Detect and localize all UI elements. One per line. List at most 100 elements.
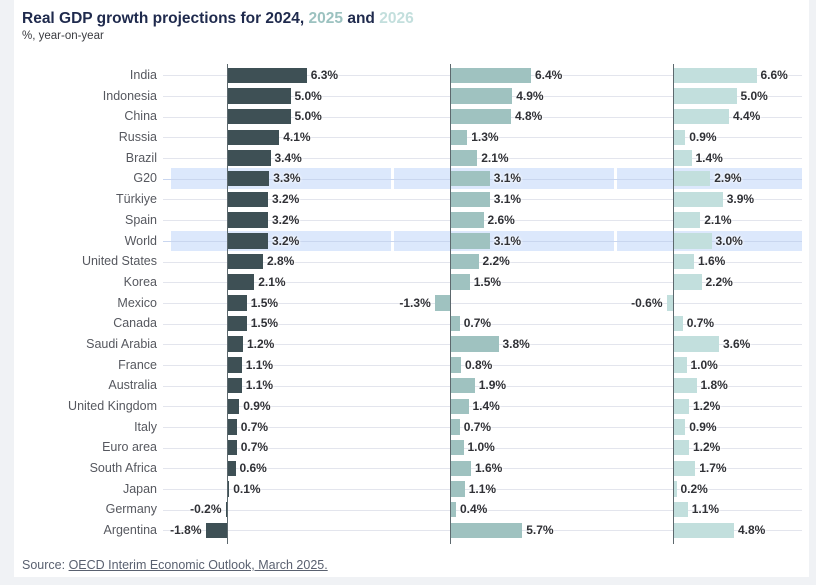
bar-2025-japan[interactable] — [451, 481, 465, 497]
gridline — [163, 364, 391, 366]
bar-2024-euro-area[interactable] — [228, 439, 237, 456]
bar-2024-south-africa[interactable] — [228, 460, 236, 477]
source-link[interactable]: OECD Interim Economic Outlook, March 202… — [68, 558, 328, 572]
bar-2024-g20[interactable] — [228, 170, 270, 187]
gridline — [609, 447, 802, 449]
bar-2026-korea[interactable] — [674, 274, 702, 290]
bar-2025-australia[interactable] — [451, 377, 475, 394]
bar-2024-australia[interactable] — [228, 377, 242, 394]
bar-2026-india[interactable] — [674, 67, 757, 83]
bar-2026-united-kingdom[interactable] — [674, 398, 689, 414]
chart-row: 6.3% — [163, 65, 391, 86]
bar-2024-germany[interactable] — [225, 501, 228, 518]
bar-2026-brazil[interactable] — [674, 150, 692, 166]
chart-row: 0.7% — [609, 313, 802, 334]
bar-2025-canada[interactable] — [451, 315, 460, 332]
chart-row: 3.4% — [163, 148, 391, 169]
gridline — [163, 427, 391, 429]
bar-2025-brazil[interactable] — [451, 150, 478, 166]
chart-row: 3.6% — [609, 334, 802, 355]
chart-row: 3.0% — [609, 230, 802, 252]
bar-2026-russia[interactable] — [674, 129, 686, 146]
bar-2024-india[interactable] — [228, 67, 307, 83]
bar-2024-korea[interactable] — [228, 274, 255, 290]
bar-2026-indonesia[interactable] — [674, 88, 737, 104]
value-label: 1.4% — [695, 150, 723, 165]
bar-2025-india[interactable] — [451, 67, 531, 83]
bar-2026-saudi-arabia[interactable] — [674, 336, 719, 352]
bar-2024-italy[interactable] — [228, 419, 237, 435]
bar-2024-brazil[interactable] — [228, 150, 271, 166]
bar-2024-united-kingdom[interactable] — [228, 398, 240, 414]
category-label: Saudi Arabia — [86, 336, 157, 351]
bar-2026-türkiye[interactable] — [674, 191, 723, 208]
value-label: 1.5% — [250, 295, 279, 310]
bar-2026-south-africa[interactable] — [674, 460, 696, 477]
chart-row: -1.3% — [386, 293, 614, 314]
bar-2026-g20[interactable] — [674, 170, 711, 187]
bar-2024-france[interactable] — [228, 357, 242, 373]
bar-2026-australia[interactable] — [674, 377, 697, 394]
bar-2026-canada[interactable] — [674, 315, 683, 332]
bar-2025-indonesia[interactable] — [451, 88, 513, 104]
bar-2026-spain[interactable] — [674, 212, 701, 228]
bar-2025-south-africa[interactable] — [451, 460, 471, 477]
bar-2024-türkiye[interactable] — [228, 191, 268, 208]
category-label: Mexico — [117, 295, 157, 310]
gridline — [163, 385, 391, 387]
bar-2025-saudi-arabia[interactable] — [451, 336, 499, 352]
gridline — [386, 178, 614, 180]
bar-2026-argentina[interactable] — [674, 522, 734, 539]
gridline — [386, 468, 614, 470]
bar-2024-spain[interactable] — [228, 212, 268, 228]
bar-2026-united-states[interactable] — [674, 253, 694, 270]
title-part-2026: 2026 — [379, 10, 414, 27]
chart-row: 0.9% — [163, 396, 391, 417]
bar-2026-france[interactable] — [674, 357, 687, 373]
bar-2025-france[interactable] — [451, 357, 461, 373]
bar-2024-united-states[interactable] — [228, 253, 263, 270]
bar-2026-mexico[interactable] — [666, 295, 674, 311]
bar-2025-germany[interactable] — [451, 501, 456, 518]
value-label: 3.9% — [726, 192, 755, 207]
bar-2025-euro-area[interactable] — [451, 439, 464, 456]
bar-2026-euro-area[interactable] — [674, 439, 689, 456]
chart-row: 6.4% — [386, 65, 614, 86]
bar-2025-mexico[interactable] — [434, 295, 451, 311]
bar-2025-türkiye[interactable] — [451, 191, 490, 208]
bar-2024-russia[interactable] — [228, 129, 280, 146]
value-label: 1.3% — [471, 130, 499, 145]
chart-row: 1.1% — [609, 499, 802, 520]
bar-2024-indonesia[interactable] — [228, 88, 291, 104]
chart-row: 0.6% — [163, 458, 391, 479]
bar-2025-spain[interactable] — [451, 212, 484, 228]
bar-2024-china[interactable] — [228, 108, 291, 125]
bar-2024-mexico[interactable] — [228, 295, 247, 311]
bar-2024-world[interactable] — [228, 233, 268, 249]
chart-row: 0.4% — [386, 499, 614, 520]
bar-2025-world[interactable] — [451, 233, 490, 249]
gridline — [163, 158, 391, 160]
bar-2026-italy[interactable] — [674, 419, 686, 435]
bar-2024-argentina[interactable] — [205, 522, 228, 539]
bar-2024-japan[interactable] — [228, 481, 230, 497]
bar-2025-korea[interactable] — [451, 274, 470, 290]
bar-2026-china[interactable] — [674, 108, 729, 125]
bar-2024-saudi-arabia[interactable] — [228, 336, 243, 352]
value-label: 3.1% — [493, 171, 522, 186]
bar-2026-world[interactable] — [674, 233, 712, 249]
bar-2025-argentina[interactable] — [451, 522, 523, 539]
chart-row: 2.1% — [163, 272, 391, 293]
bar-2025-united-states[interactable] — [451, 253, 479, 270]
bar-2025-china[interactable] — [451, 108, 511, 125]
bar-2024-canada[interactable] — [228, 315, 247, 332]
value-label: 2.1% — [258, 274, 286, 289]
gridline — [163, 530, 391, 532]
bar-2026-japan[interactable] — [674, 481, 677, 497]
bar-2025-united-kingdom[interactable] — [451, 398, 469, 414]
bar-2025-russia[interactable] — [451, 129, 468, 146]
bar-2025-g20[interactable] — [451, 170, 490, 187]
bar-2025-italy[interactable] — [451, 419, 460, 435]
bar-2026-germany[interactable] — [674, 501, 688, 518]
gridline — [386, 323, 614, 325]
